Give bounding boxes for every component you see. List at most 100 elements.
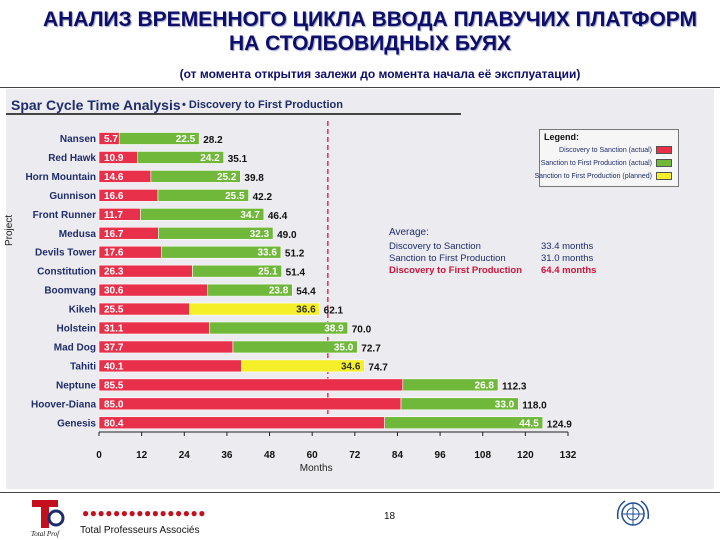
bar-value-label: 23.8 (269, 286, 289, 297)
x-tick-label: 96 (435, 450, 447, 461)
chart-subtitle: • Discovery to First Production (182, 99, 343, 111)
x-tick-label: 84 (392, 450, 404, 461)
bar-segment (209, 321, 349, 335)
category-label: Genesis (57, 418, 96, 429)
bar-value-label: 44.5 (519, 418, 539, 429)
slide-subtitle: (от момента открытия залежи до момента н… (179, 67, 581, 81)
bar-segment (384, 416, 544, 430)
footer-dots: ●●●●●●●●●●●●●●●● (82, 506, 206, 520)
chart-header: Spar Cycle Time Analysis • Discovery to … (6, 93, 461, 115)
legend-item-production-actual: Sanction to First Production (actual) (541, 159, 672, 167)
total-label: 51.4 (286, 268, 306, 279)
bar-segment (150, 170, 241, 183)
bar-value-label: 80.4 (104, 418, 124, 429)
bar-value-label: 26.3 (104, 267, 124, 278)
average-value: 64.4 months (541, 265, 597, 276)
category-label: Hoover-Diana (31, 399, 96, 410)
x-tick-label: 48 (264, 450, 276, 461)
category-label: Gunnison (49, 191, 96, 202)
total-label: 42.2 (253, 192, 273, 203)
category-label: Mad Dog (54, 342, 96, 353)
average-title: Average: (389, 227, 429, 238)
bar-segment (98, 416, 385, 430)
category-label: Devils Tower (35, 248, 96, 259)
bar-value-label: 16.6 (104, 191, 124, 202)
legend-item-sanction-actual: Discovery to Sanction (actual) (559, 146, 672, 154)
legend-item-production-planned: Sanction to First Production (planned) (534, 172, 672, 180)
slide-title: АНАЛИЗ ВРЕМЕННОГО ЦИКЛА ВВОДА ПЛАВУЧИХ П… (42, 8, 698, 55)
average-value: 33.4 months (541, 241, 594, 252)
bar-value-label: 37.7 (104, 342, 124, 353)
category-label: Medusa (59, 229, 97, 240)
x-tick-label: 120 (517, 450, 534, 461)
bar-value-label: 30.6 (104, 286, 124, 297)
x-tick-label: 108 (474, 450, 491, 461)
x-tick-label: 0 (96, 450, 102, 461)
bar-segment (402, 378, 499, 392)
category-label: Holstein (57, 324, 96, 335)
chart-title: Spar Cycle Time Analysis (11, 97, 181, 113)
bar-segment (241, 359, 365, 373)
legend-title: Legend: (544, 132, 579, 142)
bar-segment (192, 264, 282, 278)
legend-label: Discovery to Sanction (actual) (559, 146, 652, 154)
total-label: 72.7 (361, 343, 381, 354)
total-label: 70.0 (352, 325, 372, 336)
bar-value-label: 11.7 (104, 210, 123, 221)
bar-segment (98, 378, 404, 392)
x-tick-label: 12 (136, 450, 148, 461)
bar-segment (207, 283, 293, 297)
logo-text: Total Prof (31, 530, 60, 538)
average-row-highlight: Discovery to First Production 64.4 month… (389, 265, 639, 277)
footer-company: Total Professeurs Associés (80, 525, 200, 536)
x-tick-label: 132 (560, 450, 577, 461)
bar-segment (98, 397, 402, 411)
bar-value-label: 5.7 (104, 134, 118, 145)
bar-value-label: 38.9 (324, 324, 344, 335)
bar-segment (232, 340, 358, 354)
bar-segment (161, 245, 282, 259)
bar-segment (158, 226, 274, 240)
bar-value-label: 85.5 (104, 380, 124, 391)
bar-value-label: 26.8 (475, 380, 495, 391)
x-tick-label: 24 (179, 450, 191, 461)
bar-segment (400, 397, 519, 411)
total-label: 74.7 (368, 362, 388, 373)
bar-value-label: 25.1 (258, 267, 278, 278)
bar-value-label: 32.3 (250, 229, 270, 240)
bar-value-label: 31.1 (104, 324, 124, 335)
legend-label: Sanction to First Production (planned) (534, 172, 652, 180)
legend-swatch-yellow (656, 172, 672, 180)
bar-segment (118, 132, 200, 145)
average-label: Sanction to First Production (389, 253, 506, 264)
total-label: 28.2 (203, 135, 223, 146)
total-label: 39.8 (244, 173, 264, 184)
x-tick-label: 36 (221, 450, 233, 461)
bar-value-label: 85.0 (104, 399, 124, 410)
bar-segment (137, 151, 225, 164)
average-row: Discovery to Sanction 33.4 months (389, 241, 639, 253)
total-label: 118.0 (522, 400, 547, 411)
category-label: Neptune (56, 380, 96, 391)
un-emblem-icon (616, 500, 650, 526)
bar-value-label: 40.1 (104, 361, 124, 372)
legend-box: Legend: Discovery to Sanction (actual) S… (534, 129, 679, 187)
x-axis-title: Months (300, 463, 333, 474)
category-label: Red Hawk (48, 153, 96, 164)
total-label: 35.1 (228, 154, 248, 165)
average-value: 31.0 months (541, 253, 594, 264)
bar-value-label: 17.6 (104, 248, 124, 259)
total-label: 49.0 (277, 230, 297, 241)
bar-segment (157, 189, 249, 202)
x-tick-label: 60 (307, 450, 319, 461)
bottom-divider (0, 492, 720, 493)
bar-value-label: 34.6 (341, 361, 361, 372)
bar-value-label: 14.6 (104, 172, 124, 183)
total-label: 124.9 (547, 419, 572, 430)
bar-value-label: 34.7 (240, 210, 260, 221)
bar-value-label: 36.6 (296, 305, 316, 316)
bar-value-label: 10.9 (104, 153, 124, 164)
bar-value-label: 22.5 (176, 134, 196, 145)
average-label: Discovery to First Production (389, 265, 523, 276)
